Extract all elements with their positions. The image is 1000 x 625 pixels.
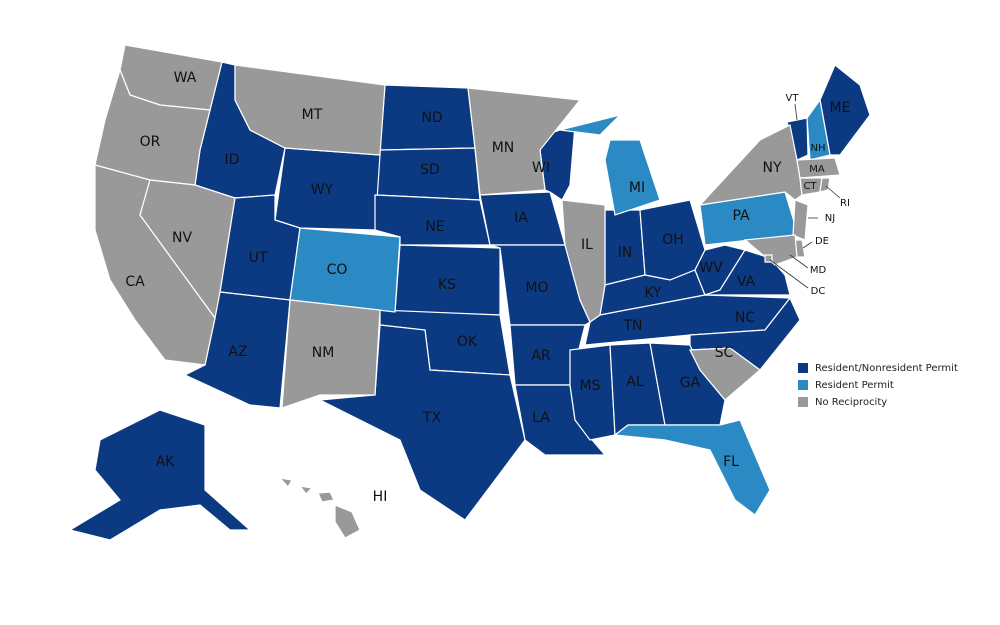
state-label: UT xyxy=(249,250,268,266)
state-label: MD xyxy=(810,265,827,276)
state-label: LA xyxy=(532,410,550,426)
state-shape xyxy=(298,485,314,495)
state-shape xyxy=(698,124,803,206)
legend-label: No Reciprocity xyxy=(815,397,887,408)
state-label: KY xyxy=(644,285,662,301)
state-label: AK xyxy=(156,454,176,470)
state-label: TN xyxy=(622,318,642,334)
state-label: NE xyxy=(425,219,444,235)
state-label: AL xyxy=(626,374,644,390)
state-shape xyxy=(467,87,582,196)
state-label: DC xyxy=(811,286,826,297)
state-shape xyxy=(689,347,761,401)
state-label: TX xyxy=(422,410,442,426)
legend-label: Resident Permit xyxy=(815,380,894,391)
leader-line xyxy=(769,259,809,289)
state-label: HI xyxy=(373,489,388,505)
state-label: MT xyxy=(302,107,323,123)
state-shape xyxy=(792,199,809,241)
state-label: VA xyxy=(737,274,756,290)
state-label: DE xyxy=(815,236,829,247)
state-label: ME xyxy=(830,100,851,116)
state-label: VT xyxy=(786,93,800,104)
state-label: OK xyxy=(457,334,478,350)
state-label: NM xyxy=(312,345,335,361)
legend-swatch xyxy=(798,380,808,390)
state-label: RI xyxy=(840,198,850,209)
state-label: MI xyxy=(629,180,645,196)
leader-line xyxy=(825,185,841,199)
state-label: NY xyxy=(762,160,781,176)
state-shape xyxy=(613,419,771,516)
state-label: WA xyxy=(174,70,197,86)
state-label: SC xyxy=(715,345,734,361)
state-shape xyxy=(281,299,381,409)
state-shape xyxy=(561,199,606,323)
state-label: ND xyxy=(421,110,442,126)
legend: Resident/Nonresident Permit Resident Perm… xyxy=(798,363,958,408)
state-label: MS xyxy=(580,378,601,394)
state-label: IA xyxy=(514,210,528,226)
state-labels: ID ND SD WY NE UT KS AZ OK TX IA MO AR LA WI IN OH KY WV VA… xyxy=(125,70,850,505)
state-shape xyxy=(796,157,841,179)
state-label: SD xyxy=(420,162,440,178)
legend-swatch xyxy=(798,363,808,373)
state-label: FL xyxy=(723,454,739,470)
state-label: WV xyxy=(699,260,723,276)
state-shape xyxy=(139,179,236,320)
leader-line xyxy=(802,241,813,249)
state-shape xyxy=(234,64,386,156)
state-shape xyxy=(317,491,335,503)
state-shape xyxy=(334,504,361,539)
state-label: NJ xyxy=(825,213,835,224)
state-label: IL xyxy=(581,237,593,253)
state-label: NV xyxy=(172,230,192,246)
state-label: NH xyxy=(811,143,826,154)
state-label: MN xyxy=(492,140,515,156)
state-shape xyxy=(559,113,622,136)
state-label: PA xyxy=(732,208,750,224)
states xyxy=(68,44,871,541)
state-label: ID xyxy=(225,152,240,168)
state-shape xyxy=(94,68,211,186)
state-shape xyxy=(819,177,831,193)
state-shape xyxy=(68,409,252,541)
state-label: OR xyxy=(140,134,161,150)
leader-line xyxy=(789,254,809,269)
state-label: IN xyxy=(618,245,633,261)
state-label: OH xyxy=(662,232,684,248)
state-label: AR xyxy=(531,348,551,364)
state-label: WI xyxy=(532,160,550,176)
state-label: CA xyxy=(125,274,145,290)
state-label: WY xyxy=(311,182,334,198)
leader-line xyxy=(794,103,798,121)
legend-swatch xyxy=(798,397,808,407)
state-shape xyxy=(604,139,661,216)
state-label: MO xyxy=(525,280,548,296)
state-shape xyxy=(278,477,293,489)
state-label: MA xyxy=(809,164,825,175)
state-shape xyxy=(317,324,526,521)
state-shape xyxy=(289,227,401,313)
state-label: NC xyxy=(735,310,755,326)
state-shape xyxy=(806,98,831,161)
legend-label: Resident/Nonresident Permit xyxy=(815,363,958,374)
state-label: KS xyxy=(438,277,456,293)
state-label: CT xyxy=(803,181,817,192)
state-label: CO xyxy=(327,262,348,278)
state-label: GA xyxy=(680,375,701,391)
state-label: AZ xyxy=(228,344,247,360)
